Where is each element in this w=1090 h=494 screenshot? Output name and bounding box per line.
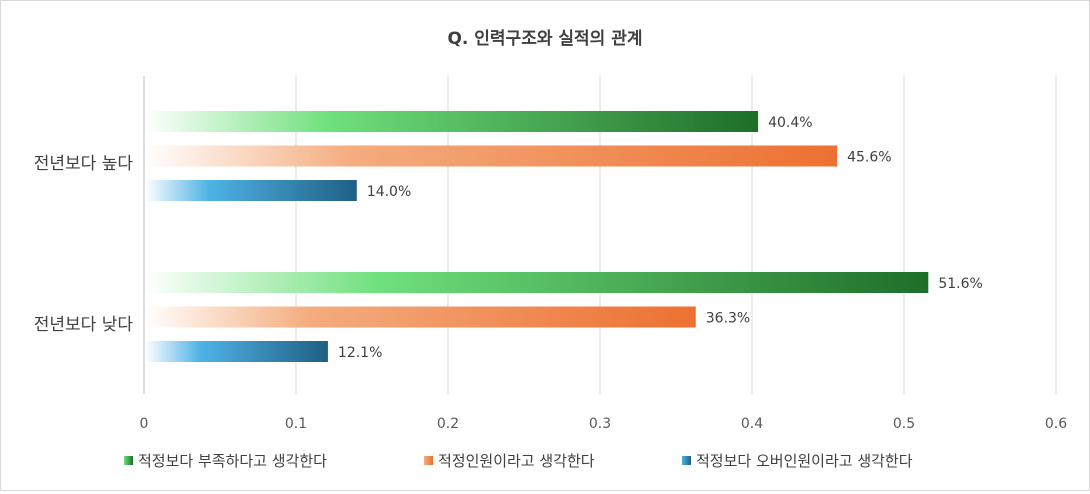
legend: 적정보다 부족하다고 생각한다 적정인원이라고 생각한다 적정보다 오버인원이라고 … bbox=[124, 452, 913, 470]
legend-swatch bbox=[424, 456, 433, 465]
data-label: 45.6% bbox=[847, 150, 891, 166]
legend-label: 적정보다 오버인원이라고 생각한다 bbox=[696, 452, 913, 470]
category-label: 전년보다 높다 bbox=[34, 154, 134, 174]
x-tick-label: 0.5 bbox=[893, 416, 915, 432]
bar bbox=[145, 111, 759, 132]
x-axis-ticks: 0 0.1 0.2 0.3 0.4 0.5 0.6 bbox=[140, 416, 1068, 432]
data-label: 40.4% bbox=[768, 115, 812, 131]
x-tick-label: 0 bbox=[140, 416, 149, 432]
data-labels: 40.4% 45.6% 14.0% 51.6% 36.3% 12.1% bbox=[338, 115, 983, 361]
bar bbox=[145, 272, 929, 293]
bar bbox=[145, 306, 696, 328]
legend-swatch bbox=[124, 456, 133, 465]
data-label: 36.3% bbox=[706, 311, 750, 327]
x-tick-label: 0.3 bbox=[589, 416, 611, 432]
bar bbox=[145, 145, 838, 167]
chart-title: Q. 인력구조와 실적의 관계 bbox=[447, 29, 642, 49]
legend-label: 적정보다 부족하다고 생각한다 bbox=[138, 452, 327, 470]
category-label: 전년보다 낮다 bbox=[34, 315, 134, 335]
data-label: 51.6% bbox=[938, 276, 982, 292]
bar bbox=[145, 341, 328, 362]
data-label: 14.0% bbox=[367, 184, 411, 200]
x-tick-label: 0.1 bbox=[285, 416, 307, 432]
x-tick-label: 0.6 bbox=[1045, 416, 1067, 432]
x-tick-label: 0.4 bbox=[741, 416, 763, 432]
data-label: 12.1% bbox=[338, 345, 382, 361]
legend-label: 적정인원이라고 생각한다 bbox=[438, 452, 595, 470]
x-tick-label: 0.2 bbox=[437, 416, 459, 432]
bar bbox=[145, 180, 357, 201]
bars bbox=[145, 111, 929, 362]
legend-swatch bbox=[682, 456, 691, 465]
